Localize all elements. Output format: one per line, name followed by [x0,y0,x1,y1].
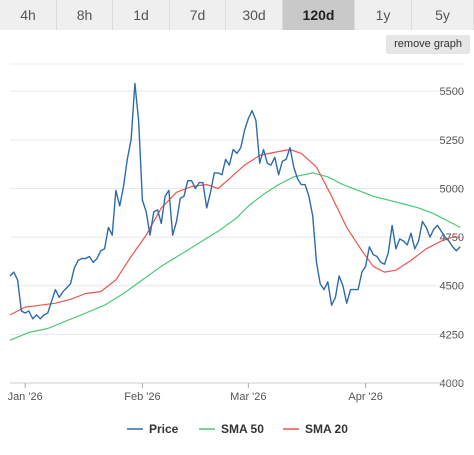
series-line-sma-20 [9,148,461,316]
y-tick-label: 4750 [440,232,464,244]
x-tick-label: Feb '26 [124,391,160,403]
legend-label-price: Price [149,422,179,436]
legend-label-sma-20: SMA 20 [305,422,348,436]
y-tick-label: 5250 [440,135,464,147]
y-tick-label: 5000 [440,183,464,195]
legend-label-sma-50: SMA 50 [221,422,264,436]
tab-1y[interactable]: 1y [355,0,412,30]
timeframe-tabs: 4h 8h 1d 7d 30d 120d 1y 5y [0,0,474,30]
y-tick-label: 4250 [440,329,464,341]
x-tick-label: Apr '26 [348,391,383,403]
y-tick-label: 5500 [440,86,464,98]
y-tick-label: 4500 [440,281,464,293]
tab-30d[interactable]: 30d [226,0,283,30]
x-tick-label: Mar '26 [230,391,266,403]
tab-120d[interactable]: 120d [283,0,355,30]
x-tick-label: Jan '26 [8,391,43,403]
tab-8h[interactable]: 8h [57,0,113,30]
tab-1d[interactable]: 1d [113,0,170,30]
tab-5y[interactable]: 5y [412,0,474,30]
tab-7d[interactable]: 7d [170,0,226,30]
y-tick-label: 4000 [440,378,464,390]
tab-4h[interactable]: 4h [0,0,57,30]
remove-graph-button[interactable]: remove graph [386,35,470,54]
series-line-sma-50 [9,172,461,341]
series-line-price [9,82,461,320]
